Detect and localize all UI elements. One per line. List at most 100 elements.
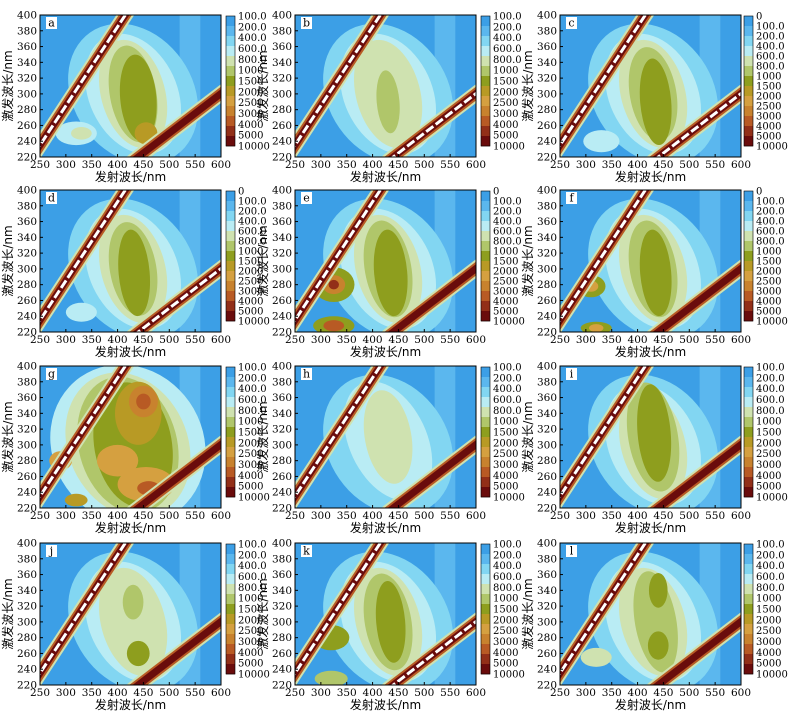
x-tick-label: 450 (653, 159, 673, 171)
panel-label-box (46, 368, 57, 380)
y-tick-label: 240 (272, 136, 292, 148)
colorbar-label: 3000 (238, 287, 263, 298)
intensity-contour (136, 393, 151, 410)
rayleigh-second-order-saturated (655, 91, 741, 157)
x-axis-label: 发射波长/nm (615, 344, 686, 359)
colorbar-label: 5000 (493, 307, 518, 318)
colorbar-swatch (744, 427, 753, 438)
y-tick-label: 400 (272, 538, 292, 550)
colorbar-swatch (481, 66, 490, 77)
colorbar-label: 100.0 (238, 540, 267, 551)
x-tick-label: 550 (705, 687, 725, 699)
colorbar-label: 5000 (493, 659, 518, 670)
right-edge-band (200, 366, 221, 508)
colorbar-label: 1500 (238, 257, 263, 268)
eem-panel-a: 250 300 350 400 450 500 550 600 220 240 260 280 300 3… (0, 10, 270, 185)
colorbar-swatch (744, 16, 753, 27)
colorbar-swatch (744, 271, 753, 282)
y-tick-label: 220 (537, 503, 557, 515)
plot-area (295, 543, 476, 685)
panel-label: j (48, 545, 53, 558)
intensity-contour (64, 493, 88, 507)
colorbar-swatch (226, 271, 235, 282)
y-tick-label: 320 (272, 73, 292, 85)
colorbar-swatch (226, 614, 235, 625)
right-edge-band (455, 15, 476, 157)
x-tick-label: 550 (185, 334, 205, 346)
panel-label-box (566, 545, 577, 557)
colorbar-swatch (481, 554, 490, 565)
y-tick-label: 240 (17, 664, 37, 676)
colorbar-frame (480, 366, 491, 498)
x-tick-label: 350 (82, 510, 102, 522)
right-edge-band (200, 190, 221, 332)
colorbar-swatch (481, 56, 490, 67)
panel-label-box (301, 17, 312, 29)
colorbar-swatch (226, 26, 235, 37)
panel-label-box (301, 545, 312, 557)
plot-area (40, 190, 221, 332)
y-tick-label: 280 (537, 279, 557, 291)
intensity-contour (71, 127, 92, 140)
y-tick-label: 300 (17, 616, 37, 628)
panel-label: d (48, 192, 55, 205)
y-tick-label: 260 (537, 471, 557, 483)
colorbar-swatch (481, 126, 490, 137)
y-axis-label: 激发波长/nm (0, 578, 15, 649)
colorbar-label: 5000 (238, 482, 263, 493)
colorbar-swatch (744, 367, 753, 378)
panel-label: i (570, 368, 574, 381)
y-tick-label: 260 (537, 648, 557, 660)
colorbar-swatch (744, 487, 753, 498)
colorbar-frame (480, 15, 491, 147)
colorbar-swatch (744, 291, 753, 302)
colorbar-swatch (744, 46, 753, 57)
colorbar-swatch (744, 377, 753, 388)
colorbar-label: 100.0 (238, 197, 267, 208)
y-tick-label: 360 (537, 569, 557, 581)
colorbar-label: 200.0 (238, 373, 267, 384)
y-tick-label: 280 (537, 455, 557, 467)
x-tick-label: 400 (363, 687, 383, 699)
x-tick-label: 250 (30, 159, 50, 171)
colorbar-swatch (481, 427, 490, 438)
colorbar-swatch (226, 544, 235, 555)
colorbar-swatch (481, 437, 490, 448)
colorbar-label: 1500 (493, 428, 518, 439)
colorbar-label: 3000 (238, 109, 263, 120)
x-tick-label: 350 (602, 334, 622, 346)
colorbar-label: 100.0 (493, 197, 522, 208)
colorbar-swatch (226, 106, 235, 117)
x-tick-label: 500 (679, 334, 699, 346)
colorbar-frame (480, 543, 491, 675)
right-edge-band (200, 15, 221, 157)
colorbar-swatch (226, 291, 235, 302)
colorbar-label: 5000 (756, 132, 781, 143)
y-tick-label: 400 (272, 361, 292, 373)
colorbar-label: 5000 (756, 482, 781, 493)
colorbar-label: 200.0 (238, 22, 267, 33)
colorbar-label: 4000 (756, 297, 781, 308)
intensity-contour (373, 229, 408, 317)
colorbar-swatch (226, 437, 235, 448)
y-tick-label: 320 (17, 601, 37, 613)
colorbar-label: 1500 (756, 428, 781, 439)
colorbar-swatch (481, 311, 490, 322)
colorbar-label: 800.0 (493, 237, 522, 248)
y-tick-label: 260 (17, 295, 37, 307)
x-tick-label: 550 (185, 687, 205, 699)
y-tick-label: 320 (537, 248, 557, 260)
y-tick-label: 280 (537, 104, 557, 116)
colorbar-swatch (226, 16, 235, 27)
colorbar-label: 100.0 (756, 540, 785, 551)
y-tick-label: 340 (272, 585, 292, 597)
colorbar-swatch (744, 634, 753, 645)
colorbar-swatch (744, 467, 753, 478)
colorbar-swatch (226, 467, 235, 478)
colorbar-swatch (481, 201, 490, 212)
x-tick-label: 350 (337, 334, 357, 346)
panel-label-box (46, 545, 57, 557)
colorbar-swatch (744, 251, 753, 262)
colorbar-label: 2000 (493, 438, 518, 449)
rayleigh-first-order-saturated (295, 15, 383, 148)
